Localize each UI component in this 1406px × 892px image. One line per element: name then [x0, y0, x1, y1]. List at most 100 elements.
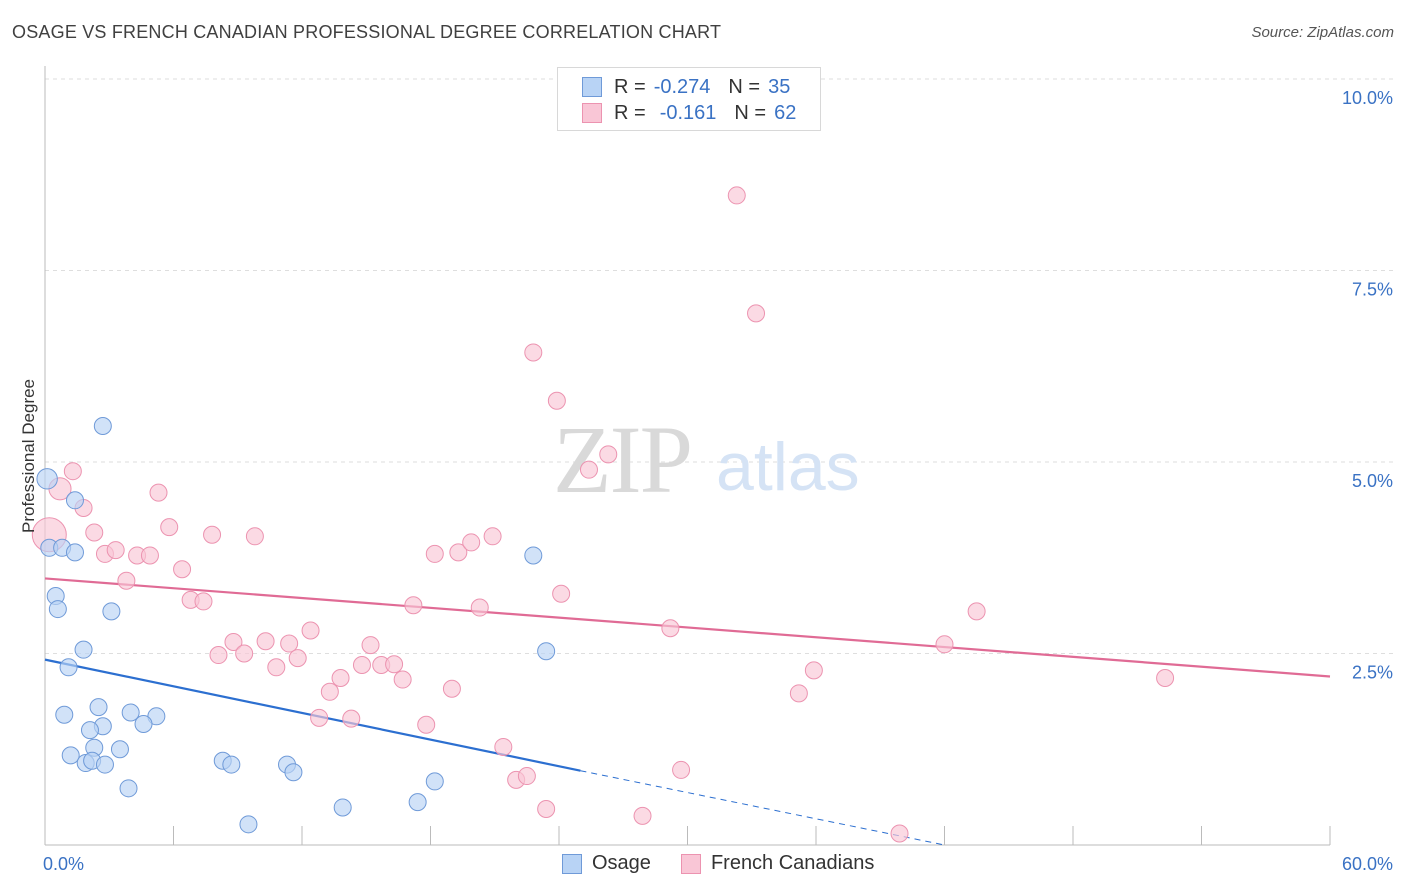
- fc-r-label: R =: [614, 101, 646, 124]
- french-canadians-point: [1156, 669, 1175, 688]
- y-tick-label: 7.5%: [1352, 280, 1393, 300]
- y-tick-label: 5.0%: [1352, 471, 1393, 491]
- french-canadians-point: [633, 806, 652, 825]
- french-canadians-point: [789, 684, 808, 703]
- osage-r-value: -0.274: [653, 75, 711, 98]
- french-canadians-point: [160, 518, 179, 537]
- french-canadians-point: [85, 523, 104, 542]
- osage-point: [408, 793, 427, 812]
- watermark-atlas: atlas: [716, 429, 860, 505]
- french-canadians-point: [320, 682, 339, 701]
- french-canadians-point: [267, 658, 286, 677]
- axes: [44, 66, 1331, 846]
- osage-point: [524, 546, 543, 565]
- french-canadians-point: [967, 602, 986, 621]
- french-canadians-point: [117, 571, 136, 590]
- data-points: [31, 186, 1175, 843]
- french-canadians-swatch: [582, 103, 602, 123]
- french-canadians-point: [149, 483, 168, 502]
- osage-point: [74, 640, 93, 659]
- fc-n-label: N =: [734, 101, 767, 124]
- osage-point: [121, 703, 140, 722]
- french-canadians-point: [672, 760, 691, 779]
- french-canadians-point: [361, 636, 380, 655]
- legend-fc-label: French Canadians: [710, 852, 875, 874]
- chart-title: OSAGE VS FRENCH CANADIAN PROFESSIONAL DE…: [12, 22, 722, 42]
- french-canadians-point: [352, 655, 371, 674]
- fc-n-value: 62: [774, 101, 797, 124]
- french-canadians-point: [599, 445, 618, 464]
- french-canadians-point: [449, 543, 468, 562]
- fc-r-value: -0.161: [659, 101, 717, 124]
- osage-point: [333, 798, 352, 817]
- french-canadians-point: [579, 460, 598, 479]
- osage-point: [284, 763, 303, 782]
- french-canadians-point: [331, 669, 350, 688]
- french-canadians-point: [310, 708, 329, 727]
- osage-trendline-extension: [580, 770, 945, 846]
- french-canadians-point: [747, 304, 766, 323]
- osage-swatch: [582, 77, 602, 97]
- osage-n-value: 35: [768, 75, 791, 98]
- y-tick-label: 10.0%: [1342, 88, 1393, 108]
- french-canadians-point: [256, 632, 275, 651]
- french-canadians-point: [301, 621, 320, 640]
- french-canadians-point: [235, 644, 254, 663]
- osage-point: [48, 600, 67, 619]
- osage-point: [425, 772, 444, 791]
- osage-point: [36, 468, 58, 490]
- osage-n-label: N =: [728, 75, 761, 98]
- french-canadians-point: [140, 546, 159, 565]
- french-canadians-point: [494, 737, 513, 756]
- legend-fc-swatch: [680, 853, 701, 874]
- french-canadians-point: [524, 343, 543, 362]
- series-legend: Osage French Canadians: [562, 852, 904, 875]
- french-canadians-point: [483, 527, 502, 546]
- source-label: Source: ZipAtlas.com: [1251, 24, 1394, 41]
- legend-row-osage: R = -0.274 N = 35: [582, 74, 790, 100]
- legend-osage-swatch: [562, 853, 582, 874]
- osage-point: [102, 602, 121, 621]
- osage-point: [134, 714, 153, 733]
- y-axis-label: Professional Degree: [19, 379, 38, 533]
- osage-point: [65, 543, 84, 562]
- legend-item-french-canadians: French Canadians: [680, 852, 875, 875]
- french-canadians-point: [517, 767, 536, 786]
- french-canadians-point: [173, 560, 192, 579]
- tick-labels: 2.5% 5.0% 7.5% 10.0% 0.0% 60.0%: [43, 88, 1393, 874]
- french-canadians-point: [385, 655, 404, 674]
- trendlines: [44, 577, 1331, 846]
- osage-point: [239, 815, 258, 834]
- osage-point: [65, 491, 84, 510]
- french-canadians-trendline: [44, 577, 1331, 678]
- stats-legend: R = -0.274 N = 35 R = -0.161 N = 62: [557, 67, 821, 131]
- french-canadians-point: [425, 544, 444, 563]
- french-canadians-point: [245, 527, 264, 546]
- legend-osage-label: Osage: [592, 852, 651, 874]
- french-canadians-point: [203, 525, 222, 544]
- x-tick-label-min: 0.0%: [43, 854, 84, 874]
- french-canadians-point: [462, 533, 481, 552]
- legend-item-osage: Osage: [562, 852, 651, 875]
- french-canadians-point: [106, 541, 125, 560]
- french-canadians-point: [342, 709, 361, 728]
- osage-point: [119, 779, 138, 798]
- osage-point: [59, 658, 78, 677]
- french-canadians-point: [63, 462, 82, 481]
- french-canadians-point: [404, 596, 423, 615]
- legend-row-french-canadians: R = -0.161 N = 62: [582, 100, 796, 126]
- watermark-zip: ZIP: [553, 406, 691, 513]
- osage-point: [89, 698, 108, 717]
- french-canadians-point: [727, 186, 746, 205]
- french-canadians-point: [661, 619, 680, 638]
- osage-point: [61, 746, 80, 765]
- french-canadians-point: [194, 592, 213, 611]
- watermark: ZIP atlas: [553, 406, 860, 513]
- osage-point: [93, 416, 112, 435]
- french-canadians-point: [537, 799, 556, 818]
- french-canadians-point: [442, 679, 461, 698]
- osage-point: [110, 740, 129, 759]
- osage-r-label: R =: [614, 75, 646, 98]
- french-canadians-point: [890, 824, 909, 843]
